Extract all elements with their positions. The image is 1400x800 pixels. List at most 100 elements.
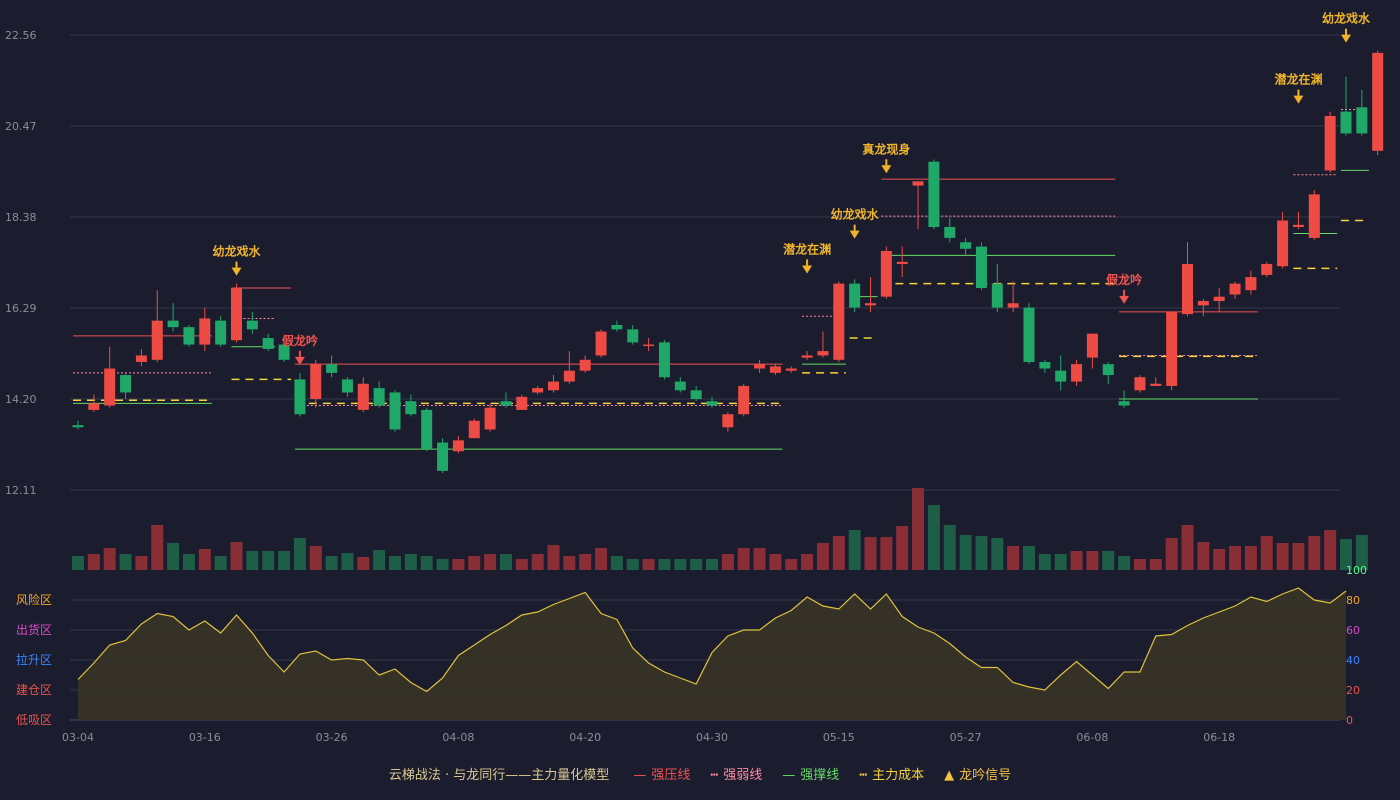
volume-bar	[927, 505, 940, 570]
candle-body	[928, 161, 940, 228]
legend-item: ▲ 龙吟信号	[944, 764, 1011, 783]
volume-bar	[1213, 549, 1226, 570]
candle-body	[452, 440, 464, 452]
candle-body	[1292, 224, 1304, 228]
x-tick-label: 04-08	[442, 731, 474, 744]
volume-bar	[959, 535, 972, 570]
candle-body	[421, 409, 433, 450]
signal-label: 假龙吟	[282, 333, 318, 348]
y-tick-label: 12.11	[5, 484, 37, 497]
signal-label: 潜龙在渊	[1274, 72, 1322, 87]
volume-bar	[626, 559, 639, 570]
volume-bar	[436, 559, 449, 570]
zone-label: 风险区	[16, 592, 52, 607]
volume-bar	[848, 530, 861, 570]
volume-bar	[1165, 538, 1178, 570]
volume-bar	[896, 526, 909, 570]
candle-body	[1261, 264, 1273, 275]
volume-bar	[167, 543, 180, 570]
indicator-tick-label: 100	[1346, 564, 1367, 577]
candle-body	[801, 355, 813, 358]
candle-body	[1134, 377, 1146, 391]
signal-arrow	[1293, 95, 1304, 104]
volume-bar	[262, 551, 275, 570]
volume-bar	[1054, 554, 1067, 570]
volume-bar	[357, 557, 370, 570]
volume-bar	[278, 551, 291, 570]
candle-body	[246, 320, 258, 330]
candle-body	[278, 344, 290, 360]
legend-item: ┅ 强弱线	[710, 764, 762, 783]
candle-body	[611, 324, 623, 330]
y-tick-label: 18.38	[5, 211, 37, 224]
indicator-tick-label: 80	[1346, 594, 1360, 607]
volume-bar	[706, 559, 718, 570]
zone-label: 低吸区	[16, 713, 52, 727]
volume-bar	[721, 554, 734, 570]
volume-bar	[912, 488, 925, 570]
volume-bar	[563, 556, 576, 570]
volume-bars	[72, 488, 1368, 570]
legend-label: 龙吟信号	[959, 768, 1012, 783]
candle-body	[595, 331, 607, 356]
volume-bar	[484, 554, 497, 570]
volume-bar	[832, 536, 845, 570]
volume-bar	[420, 556, 433, 570]
volume-bar	[389, 556, 401, 570]
legend-items: — 强压线 ┅ 强弱线 — 强撑线 ┅ 主力成本 ▲ 龙吟信号	[623, 768, 1021, 783]
volume-bar	[1229, 546, 1242, 570]
indicator-tick-label: 40	[1346, 654, 1360, 667]
volume-bar	[595, 548, 608, 570]
legend-symbol: ┅	[710, 768, 719, 783]
x-tick-label: 06-18	[1203, 731, 1235, 744]
volume-bar	[198, 549, 211, 570]
volume-bar	[1260, 536, 1273, 570]
candle-body	[532, 388, 544, 393]
volume-bar	[801, 554, 814, 570]
candle-body	[500, 401, 512, 406]
candle-body	[1118, 401, 1130, 406]
candle-body	[627, 329, 639, 343]
candle-body	[310, 364, 322, 399]
volume-bar	[293, 538, 306, 570]
candle-body	[88, 403, 100, 410]
candle-body	[1372, 52, 1384, 151]
candle-body	[437, 442, 449, 471]
candle-body	[1229, 283, 1241, 295]
candle-body	[120, 375, 132, 393]
zone-label: 出货区	[16, 622, 52, 637]
candle-body	[1007, 303, 1019, 308]
candle-body	[1213, 296, 1225, 302]
candle-body	[389, 392, 401, 430]
candle-body	[1023, 307, 1035, 362]
candle-body	[104, 368, 116, 406]
indicator-area	[78, 588, 1346, 720]
candle-body	[975, 246, 987, 288]
legend-label: 强撑线	[800, 768, 840, 783]
legend-symbol: ┅	[859, 768, 868, 783]
signal-arrow	[294, 356, 305, 365]
candle-body	[405, 401, 417, 415]
candle-body	[722, 414, 734, 428]
volume-bar	[373, 550, 386, 570]
volume-bar	[499, 554, 512, 570]
candle-body	[135, 355, 147, 362]
candle-body	[1039, 361, 1051, 369]
volume-bar	[1276, 543, 1289, 570]
volume-bar	[151, 525, 164, 570]
volume-bar	[1133, 559, 1146, 570]
legend-symbol: —	[633, 768, 647, 783]
y-tick-label: 20.47	[5, 120, 37, 133]
volume-bar	[214, 556, 227, 570]
volume-bar	[1324, 530, 1337, 570]
candle-body	[548, 381, 559, 391]
candle-body	[1071, 364, 1083, 382]
candle-body	[1166, 311, 1178, 386]
candle-body	[1150, 383, 1162, 386]
candle-body	[1102, 364, 1114, 376]
y-tick-label: 14.20	[5, 393, 37, 406]
volume-bar	[1118, 556, 1131, 570]
candle-body	[579, 359, 591, 371]
